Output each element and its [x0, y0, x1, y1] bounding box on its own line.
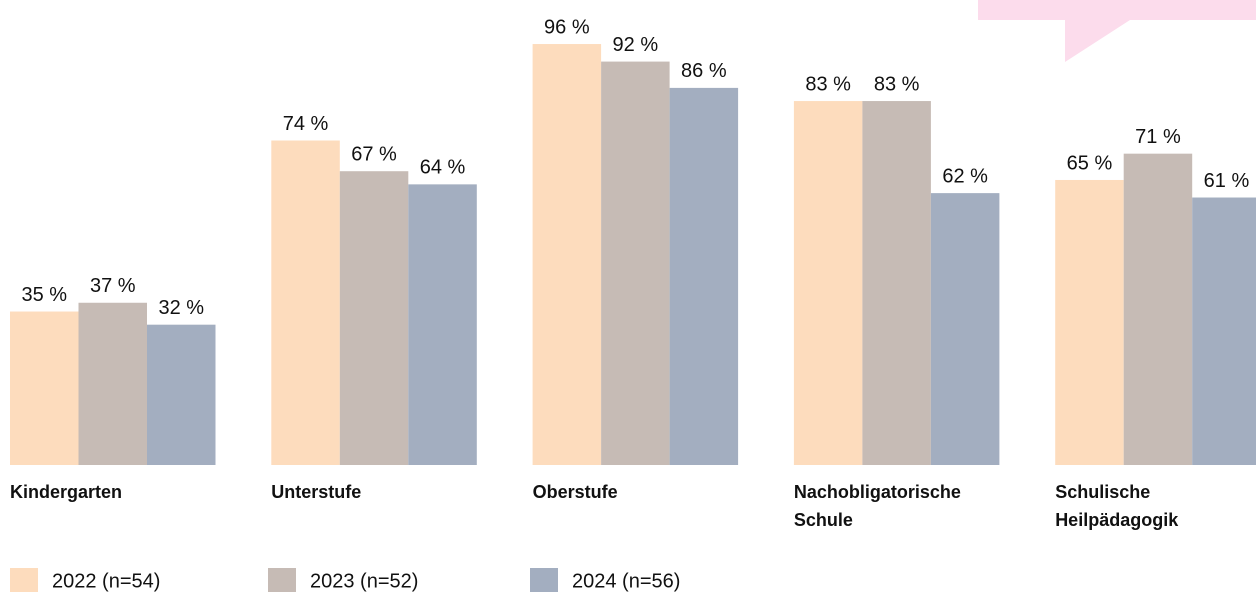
legend-swatch	[530, 568, 558, 592]
bar	[601, 61, 670, 466]
value-label: 83 %	[805, 73, 851, 95]
bar	[793, 101, 863, 466]
bar	[862, 101, 931, 466]
value-label: 37 %	[90, 275, 136, 297]
bar	[1123, 153, 1193, 466]
value-label: 65 %	[1067, 152, 1113, 174]
category-label: Oberstufe	[532, 482, 618, 502]
bar	[532, 44, 602, 465]
bar	[271, 140, 340, 465]
value-label: 92 %	[613, 34, 659, 56]
value-label: 67 %	[351, 143, 397, 165]
value-label: 74 %	[283, 113, 329, 135]
bar	[669, 87, 739, 465]
value-label: 96 %	[544, 16, 590, 38]
legend-label: 2024 (n=56)	[572, 570, 680, 592]
bar	[1192, 197, 1256, 465]
legend-label: 2023 (n=52)	[310, 570, 418, 592]
callout-decoration	[978, 0, 1256, 62]
category-label: Kindergarten	[10, 482, 123, 502]
value-label: 71 %	[1135, 126, 1181, 148]
value-label: 32 %	[158, 297, 204, 319]
bar	[10, 311, 79, 465]
bar	[930, 193, 1000, 465]
legend-label: 2022 (n=54)	[52, 570, 160, 592]
bar	[78, 302, 147, 465]
legend-swatch	[268, 568, 296, 592]
value-label: 83 %	[874, 73, 920, 95]
value-label: 35 %	[21, 284, 67, 306]
bar	[1055, 179, 1124, 465]
category-label: Unterstufe	[271, 482, 362, 502]
category-label: Nachobligatorische Schule	[793, 482, 961, 530]
value-label: 86 %	[681, 60, 727, 82]
legend-swatch	[10, 568, 38, 592]
bar	[408, 184, 477, 466]
bar	[147, 324, 216, 465]
value-label: 61 %	[1204, 170, 1250, 192]
value-label: 62 %	[942, 165, 988, 187]
value-label: 64 %	[420, 157, 466, 179]
category-label: Schulische Heilpädagogik	[1055, 482, 1179, 530]
bar	[339, 171, 409, 465]
